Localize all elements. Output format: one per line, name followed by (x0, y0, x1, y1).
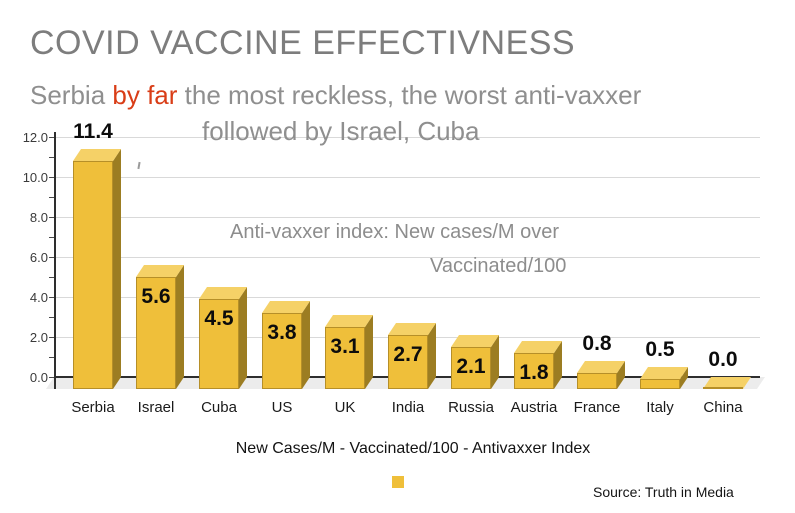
y-axis-line (54, 132, 56, 389)
bar-italy (640, 379, 680, 389)
y-axis-tick (49, 317, 54, 318)
category-label-austria: Austria (510, 399, 558, 416)
bar-serbia (73, 161, 113, 389)
y-axis-tick-label: 8.0 (29, 210, 48, 225)
gridline (54, 296, 760, 298)
bar-top-israel (136, 265, 184, 277)
gridline (54, 176, 760, 178)
bar-side-austria (554, 341, 562, 389)
category-label-russia: Russia (448, 399, 494, 416)
value-label-serbia: 11.4 (73, 120, 113, 143)
value-label-us: 3.8 (267, 321, 297, 344)
y-axis-tick (49, 377, 54, 378)
y-axis-tick-label: 4.0 (29, 290, 48, 305)
y-axis-tick (49, 157, 54, 158)
category-label-israel: Israel (137, 399, 175, 416)
legend-swatch (392, 476, 404, 488)
bar-israel (136, 277, 176, 389)
y-axis-tick (49, 337, 54, 338)
y-axis-tick-label: 6.0 (29, 250, 48, 265)
subtitle-highlight: by far (112, 80, 178, 110)
category-label-uk: UK (334, 399, 356, 416)
bar-china (703, 387, 743, 389)
value-label-france: 0.8 (582, 332, 612, 355)
bar-cuba (199, 299, 239, 389)
y-axis-tick (49, 137, 54, 138)
category-label-italy: Italy (646, 399, 674, 416)
gridline (54, 256, 760, 258)
bar-top-uk (325, 315, 373, 327)
chart-subtitle: Serbia by far the most reckless, the wor… (30, 80, 641, 111)
gridline (54, 216, 760, 218)
x-axis-legend-label: New Cases/M - Vaccinated/100 - Antivaxxe… (235, 440, 591, 457)
category-label-france: France (573, 399, 621, 416)
category-label-us: US (271, 399, 293, 416)
value-label-austria: 1.8 (519, 361, 549, 384)
y-axis-tick (49, 257, 54, 258)
y-axis-tick (49, 237, 54, 238)
value-label-india: 2.7 (393, 343, 423, 366)
category-label-cuba: Cuba (201, 399, 237, 416)
y-axis-tick (49, 297, 54, 298)
bar-top-serbia (73, 149, 121, 161)
bar-top-india (388, 323, 436, 335)
bar-france (577, 373, 617, 389)
category-label-serbia: Serbia (71, 399, 115, 416)
bar-top-china (703, 377, 751, 389)
bar-side-us (302, 301, 310, 389)
y-axis-tick (49, 197, 54, 198)
y-axis-tick-label: 2.0 (29, 330, 48, 345)
value-label-china: 0.0 (708, 348, 738, 371)
category-label-china: China (703, 399, 743, 416)
bar-us (262, 313, 302, 389)
subtitle-prefix: Serbia (30, 80, 113, 110)
bar-side-cuba (239, 287, 247, 389)
bar-side-italy (680, 367, 688, 389)
y-axis-tick (49, 217, 54, 218)
bar-side-israel (176, 265, 184, 389)
bar-top-italy (640, 367, 688, 379)
value-label-italy: 0.5 (645, 338, 675, 361)
bar-top-france (577, 361, 625, 373)
y-axis-tick-label: 12.0 (22, 130, 48, 145)
bar-uk (325, 327, 365, 389)
subtitle-suffix: the most reckless, the worst anti-vaxxer (177, 80, 642, 110)
y-axis-tick (49, 177, 54, 178)
bar-top-cuba (199, 287, 247, 299)
annotation-line2: Vaccinated/100 (430, 255, 567, 277)
source-label: Source: Truth in Media (593, 484, 734, 500)
bar-austria (514, 353, 554, 389)
bar-side-uk (365, 315, 373, 389)
y-axis-tick (49, 357, 54, 358)
bar-russia (451, 347, 491, 389)
bar-top-austria (514, 341, 562, 353)
bar-side-india (428, 323, 436, 389)
value-label-uk: 3.1 (330, 335, 360, 358)
value-label-russia: 2.1 (456, 355, 486, 378)
chart-title: COVID VACCINE EFFECTIVNESS (30, 24, 576, 62)
y-axis-tick (49, 277, 54, 278)
bar-side-serbia (113, 149, 121, 389)
category-label-india: India (391, 399, 425, 416)
bar-side-russia (491, 335, 499, 389)
value-label-cuba: 4.5 (204, 307, 234, 330)
subtitle-line2: followed by Israel, Cuba (202, 116, 480, 146)
bar-top-us (262, 301, 310, 313)
value-label-israel: 5.6 (141, 285, 171, 308)
bar-india (388, 335, 428, 389)
y-axis-tick-label: 0.0 (29, 370, 48, 385)
bar-side-france (617, 361, 625, 389)
bar-top-russia (451, 335, 499, 347)
y-axis-tick-label: 10.0 (22, 170, 48, 185)
gridline (54, 136, 760, 138)
annotation-line1: Anti-vaxxer index: New cases/M over (230, 221, 560, 243)
